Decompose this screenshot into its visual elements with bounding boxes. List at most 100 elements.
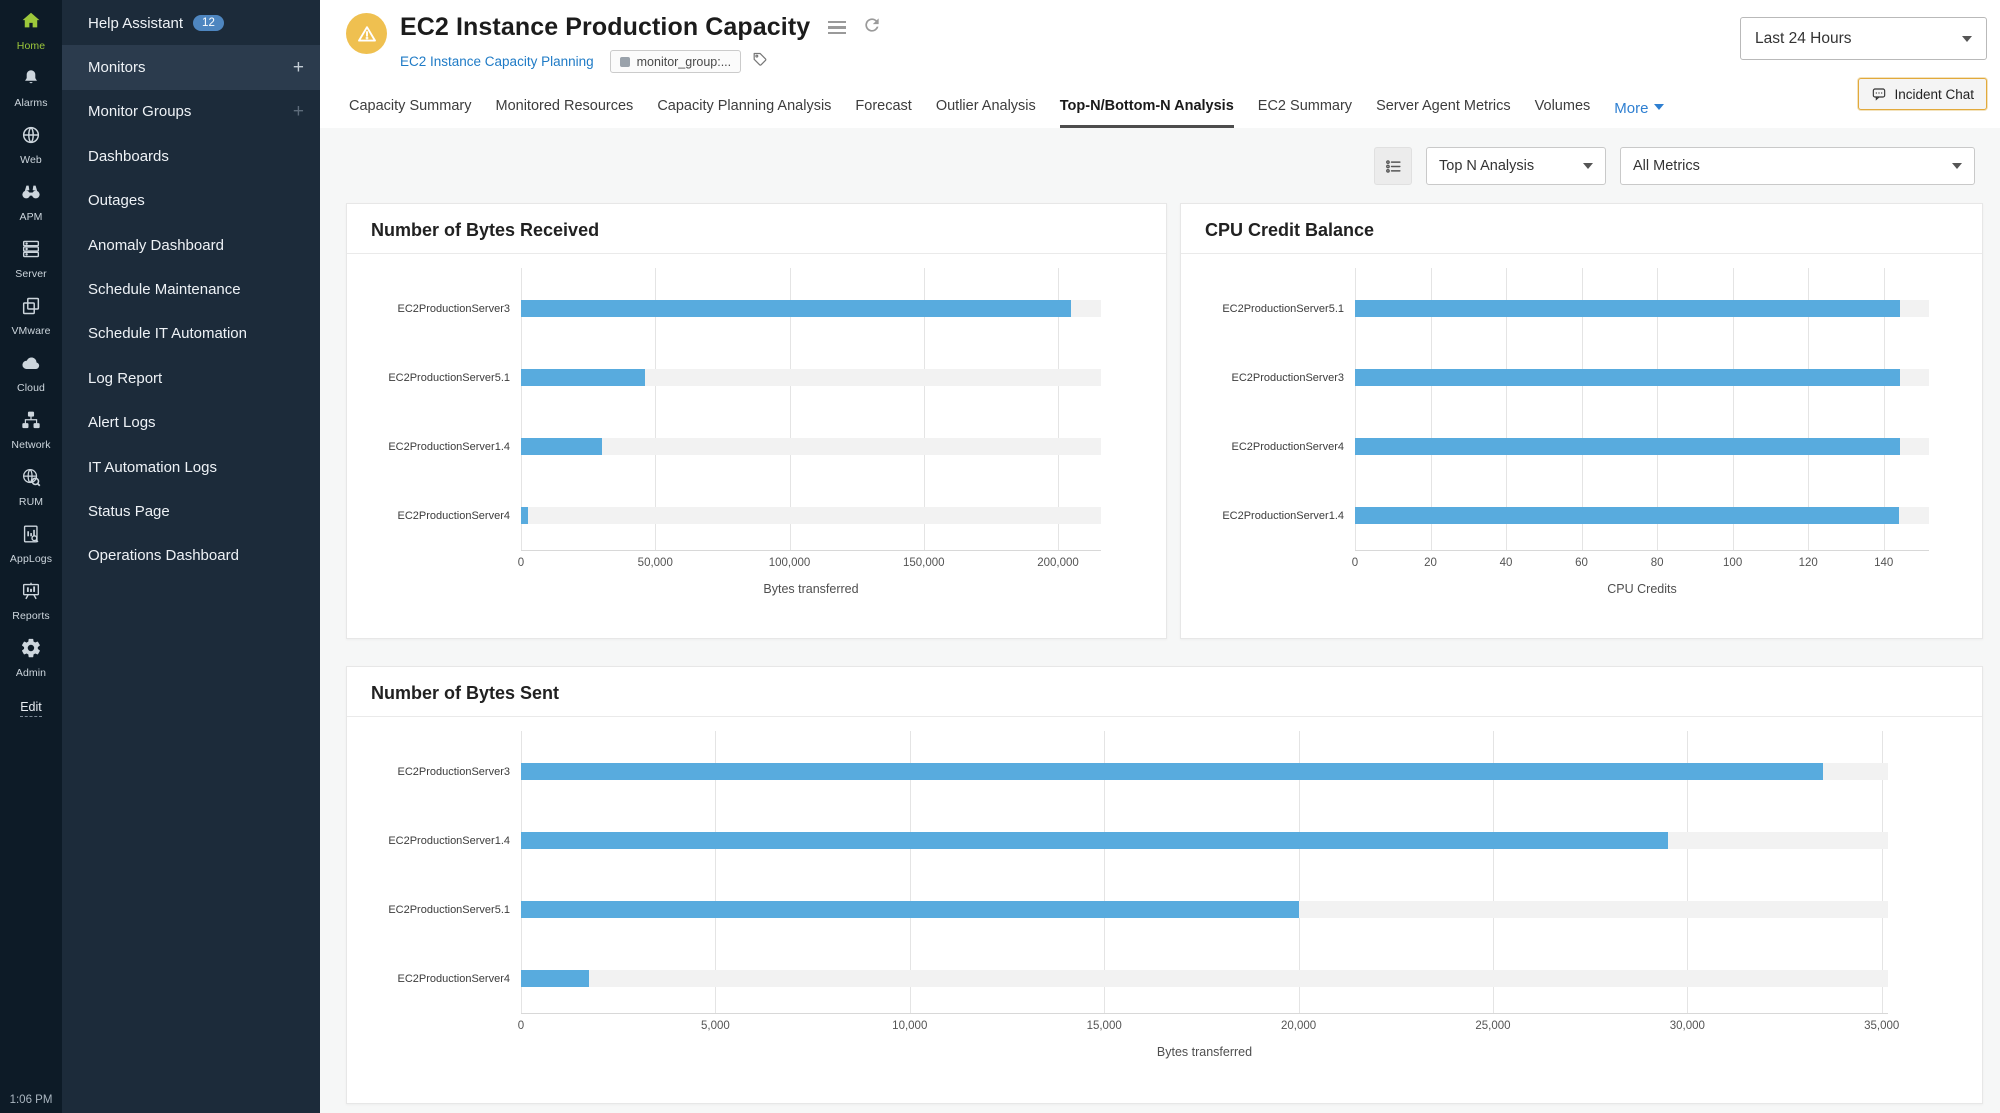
x-tick-label: 10,000	[892, 1020, 928, 1032]
tab-outlier-analysis[interactable]: Outlier Analysis	[935, 98, 1036, 114]
x-tick-label: 200,000	[1037, 557, 1079, 569]
incident-chat-button[interactable]: Incident Chat	[1858, 78, 1987, 110]
gridline	[521, 268, 522, 550]
plot-area	[521, 731, 1888, 1014]
sidebar-item-operations-dashboard[interactable]: Operations Dashboard	[62, 534, 320, 578]
rail-item-alarms[interactable]: Alarms	[0, 57, 62, 114]
rail-item-vmware[interactable]: VMware	[0, 285, 62, 342]
bar-ec2productionserver1.4[interactable]	[521, 438, 602, 455]
bar-ec2productionserver3[interactable]	[521, 763, 1824, 780]
rail-item-network[interactable]: Network	[0, 399, 62, 456]
sidebar-item-monitor-groups[interactable]: Monitor Groups +	[62, 90, 320, 134]
gridline	[1492, 731, 1494, 1013]
rail-item-apm[interactable]: APM	[0, 171, 62, 228]
globe-icon	[20, 124, 42, 151]
rail-item-applogs[interactable]: AppLogs	[0, 513, 62, 570]
menu-icon[interactable]	[828, 20, 847, 35]
sidebar-item-label: Schedule Maintenance	[88, 281, 241, 299]
add-icon[interactable]: +	[292, 100, 304, 122]
bar-ec2productionserver3[interactable]	[521, 300, 1072, 317]
bar-ec2productionserver5.1[interactable]	[521, 901, 1299, 918]
rum-icon	[20, 466, 42, 493]
sidebar-item-schedule-maintenance[interactable]: Schedule Maintenance	[62, 267, 320, 311]
x-axis-title: CPU Credits	[1607, 582, 1677, 596]
tab-more[interactable]: More	[1614, 100, 1665, 128]
tab-server-agent-metrics[interactable]: Server Agent Metrics	[1376, 98, 1511, 114]
sidebar-item-dashboards[interactable]: Dashboards	[62, 134, 320, 178]
rail-item-web[interactable]: Web	[0, 114, 62, 171]
help-count-badge: 12	[193, 15, 224, 32]
x-tick-label: 50,000	[637, 557, 673, 569]
x-axis-title: Bytes transferred	[763, 582, 859, 596]
rail-item-label: Alarms	[14, 96, 48, 109]
reports-icon	[20, 580, 42, 607]
sidebar-item-outages[interactable]: Outages	[62, 179, 320, 223]
tab-monitored-resources[interactable]: Monitored Resources	[495, 98, 634, 114]
category-label: EC2ProductionServer4	[1231, 440, 1344, 453]
add-icon[interactable]: +	[292, 56, 304, 78]
bar-track	[521, 300, 1101, 317]
tab-volumes[interactable]: Volumes	[1534, 98, 1591, 114]
rail-item-home[interactable]: Home	[0, 0, 62, 57]
bar-ec2productionserver1.4[interactable]	[1355, 507, 1900, 524]
rail-item-cloud[interactable]: Cloud	[0, 342, 62, 399]
tab-ec2-summary[interactable]: EC2 Summary	[1257, 98, 1353, 114]
tab-capacity-summary[interactable]: Capacity Summary	[349, 98, 472, 114]
sidebar-item-status-page[interactable]: Status Page	[62, 489, 320, 533]
time-range-select[interactable]: Last 24 Hours	[1740, 17, 1987, 60]
chart-row	[1355, 481, 1929, 550]
x-tick-label: 15,000	[1086, 1020, 1122, 1032]
rail-item-label: AppLogs	[9, 552, 53, 565]
bar-ec2productionserver5.1[interactable]	[521, 369, 645, 386]
category-label: EC2ProductionServer5.1	[388, 371, 510, 384]
bar-ec2productionserver3[interactable]	[1355, 369, 1900, 386]
bar-track	[521, 901, 1888, 918]
gridline	[1506, 268, 1508, 550]
x-axis: 0 20 40 60 80 100 120 140	[1352, 551, 1929, 573]
sidebar-item-help-assistant[interactable]: Help Assistant 12	[62, 1, 320, 45]
tab-top-n-bottom-n-analysis[interactable]: Top-N/Bottom-N Analysis	[1059, 98, 1234, 128]
sidebar-item-schedule-it-automation[interactable]: Schedule IT Automation	[62, 312, 320, 356]
bar-ec2productionserver1.4[interactable]	[521, 832, 1668, 849]
y-axis-labels: EC2ProductionServer3 EC2ProductionServer1…	[371, 737, 521, 1014]
bar-ec2productionserver4[interactable]	[521, 507, 528, 524]
sidebar-item-anomaly-dashboard[interactable]: Anomaly Dashboard	[62, 223, 320, 267]
gridline	[1104, 731, 1106, 1013]
edit-link[interactable]: Edit	[20, 700, 42, 717]
rail-item-server[interactable]: Server	[0, 228, 62, 285]
sidebar-item-log-report[interactable]: Log Report	[62, 356, 320, 400]
vmware-icon	[20, 295, 42, 322]
topn-list-icon-button[interactable]	[1374, 147, 1412, 185]
sidebar-item-monitors[interactable]: Monitors +	[62, 45, 320, 90]
y-axis-labels: EC2ProductionServer3 EC2ProductionServer5…	[371, 274, 521, 551]
sidebar-item-label: IT Automation Logs	[88, 458, 217, 476]
analysis-type-select[interactable]: Top N Analysis	[1426, 147, 1606, 185]
bar-ec2productionserver5.1[interactable]	[1355, 300, 1901, 317]
bar-track	[1355, 507, 1929, 524]
chat-icon	[1873, 88, 1886, 101]
chart-row	[521, 274, 1101, 343]
bell-icon	[20, 67, 42, 94]
sidebar-item-alert-logs[interactable]: Alert Logs	[62, 401, 320, 445]
metrics-select[interactable]: All Metrics	[1620, 147, 1975, 185]
rail-item-reports[interactable]: Reports	[0, 570, 62, 627]
monitor-group-chip[interactable]: monitor_group:...	[609, 50, 742, 73]
chart-row	[521, 412, 1101, 481]
sidebar-item-it-automation-logs[interactable]: IT Automation Logs	[62, 445, 320, 489]
tab-forecast[interactable]: Forecast	[855, 98, 912, 114]
tag-icon[interactable]	[751, 51, 768, 73]
sidebar-item-label: Dashboards	[88, 147, 169, 165]
breadcrumb-link[interactable]: EC2 Instance Capacity Planning	[400, 54, 594, 69]
tab-capacity-planning-analysis[interactable]: Capacity Planning Analysis	[657, 98, 832, 114]
rail-item-admin[interactable]: Admin	[0, 627, 62, 684]
bar-ec2productionserver4[interactable]	[1355, 438, 1900, 455]
refresh-icon[interactable]	[862, 15, 882, 40]
chart-body: EC2ProductionServer5.1 EC2ProductionServe…	[1181, 254, 1982, 596]
chart-title: Number of Bytes Sent	[347, 667, 1982, 717]
x-tick-label: 30,000	[1669, 1020, 1705, 1032]
rail-item-rum[interactable]: RUM	[0, 456, 62, 513]
sidebar-item-label: Outages	[88, 192, 145, 210]
bar-ec2productionserver4[interactable]	[521, 970, 590, 987]
chart-row	[521, 343, 1101, 412]
gridline	[1581, 268, 1583, 550]
